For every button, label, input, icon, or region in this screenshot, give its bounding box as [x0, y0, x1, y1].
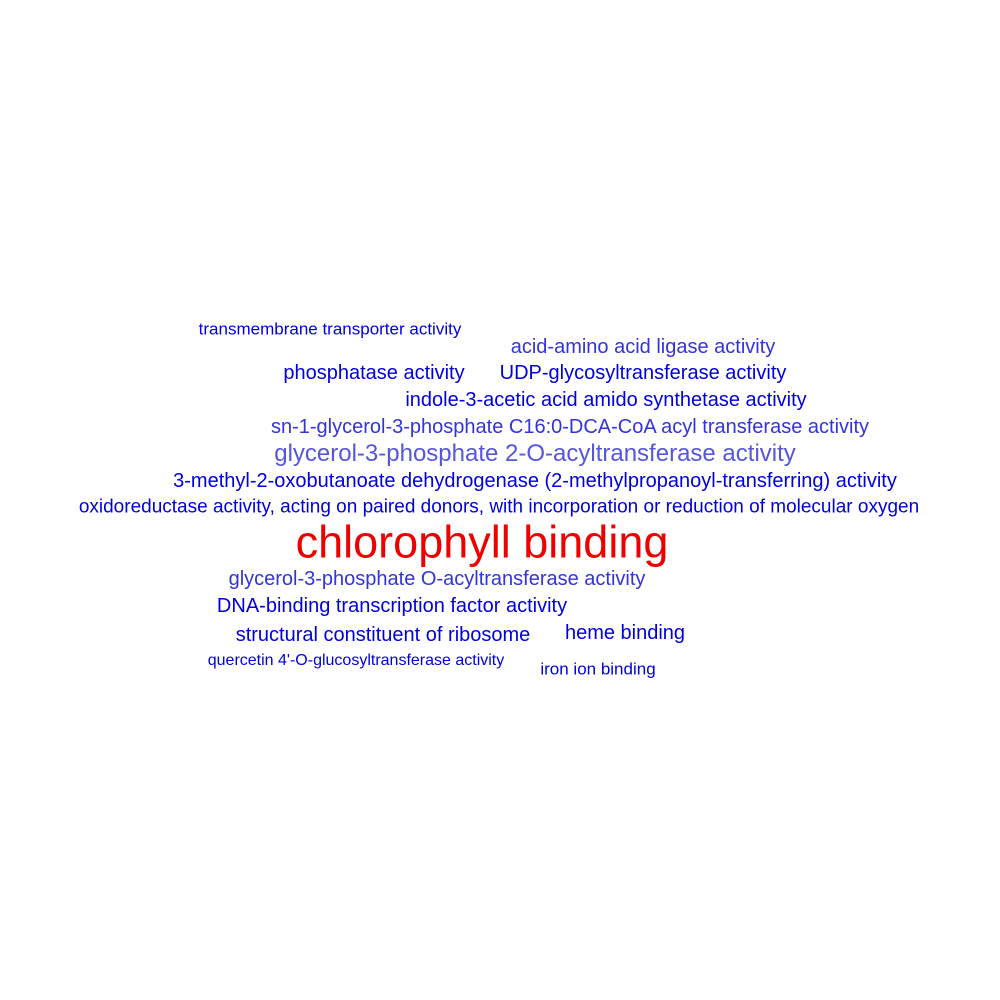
term-quercetin-4-o-glucosyltransferase-activity: quercetin 4'-O-glucosyltransferase activ…: [207, 652, 505, 669]
term-dna-binding-transcription-factor-activity: DNA-binding transcription factor activit…: [216, 595, 568, 617]
term-phosphatase-activity: phosphatase activity: [283, 362, 465, 384]
term-3-methyl-2-oxobutanoate-dehydrogenase-activity: 3-methyl-2-oxobutanoate dehydrogenase (2…: [173, 470, 897, 492]
term-iron-ion-binding: iron ion binding: [540, 659, 656, 679]
term-udp-glycosyltransferase-activity: UDP-glycosyltransferase activity: [499, 362, 787, 384]
term-acid-amino-acid-ligase-activity: acid-amino acid ligase activity: [510, 336, 776, 358]
term-glycerol-3-phosphate-2-o-acyltransferase-activity: glycerol-3-phosphate 2-O-acyltransferase…: [274, 440, 796, 467]
term-indole-3-acetic-acid-amido-synthetase-activity: indole-3-acetic acid amido synthetase ac…: [405, 389, 807, 411]
term-heme-binding: heme binding: [564, 622, 686, 644]
term-glycerol-3-phosphate-o-acyltransferase-activity: glycerol-3-phosphate O-acyltransferase a…: [228, 568, 646, 590]
term-chlorophyll-binding: chlorophyll binding: [295, 516, 669, 568]
term-sn-1-glycerol-3-phosphate-acyl-transferase-activity: sn-1-glycerol-3-phosphate C16:0-DCA-CoA …: [270, 416, 870, 438]
term-structural-constituent-of-ribosome: structural constituent of ribosome: [235, 624, 531, 646]
term-oxidoreductase-activity-paired-donors: oxidoreductase activity, acting on paire…: [78, 496, 920, 518]
term-transmembrane-transporter-activity: transmembrane transporter activity: [198, 319, 462, 339]
